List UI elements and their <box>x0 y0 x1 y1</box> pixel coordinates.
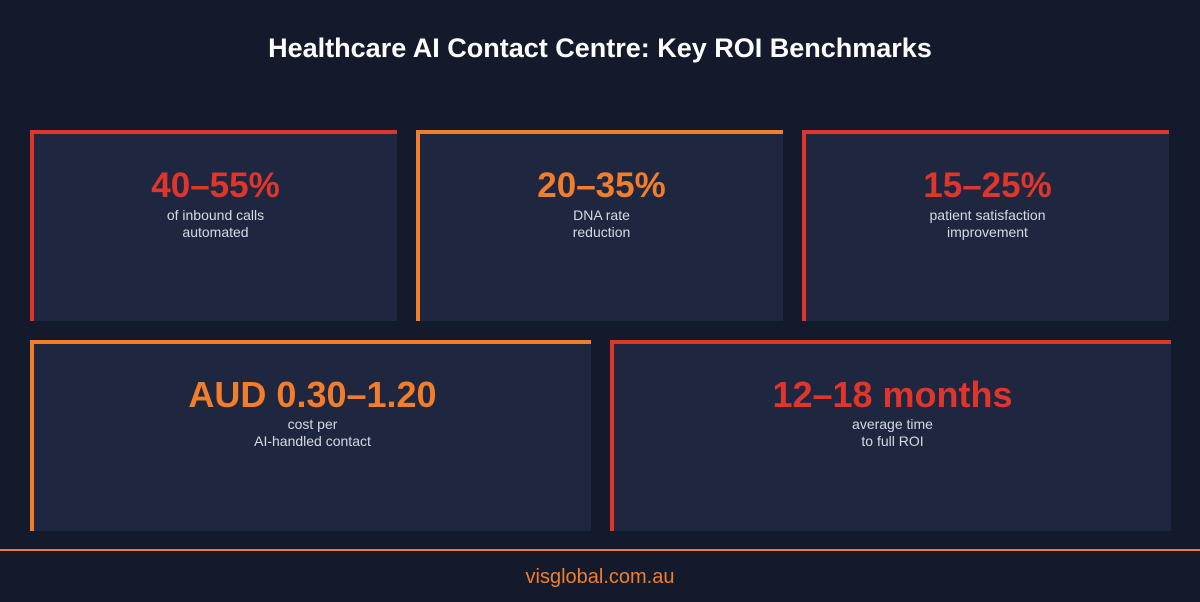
footer-divider <box>0 549 1200 551</box>
benchmark-card-time-to-roi: 12–18 months average time to full ROI <box>610 340 1171 531</box>
benchmark-value: 40–55% <box>151 166 280 205</box>
benchmark-value: 12–18 months <box>772 374 1013 415</box>
benchmark-card-dna-reduction: 20–35% DNA rate reduction <box>416 130 783 321</box>
page-title: Healthcare AI Contact Centre: Key ROI Be… <box>268 33 932 63</box>
benchmark-label-line2: to full ROI <box>861 433 924 449</box>
benchmark-value: 15–25% <box>923 166 1052 205</box>
benchmark-label-line2: reduction <box>572 224 631 240</box>
benchmark-label-line2: automated <box>182 224 249 240</box>
benchmark-label-line1: cost per <box>287 416 338 432</box>
footer-website-link[interactable]: visglobal.com.au <box>525 566 675 588</box>
benchmark-label-line1: patient satisfaction <box>929 207 1046 223</box>
benchmark-value: AUD 0.30–1.20 <box>188 374 437 415</box>
benchmark-card-satisfaction: 15–25% patient satisfaction improvement <box>802 130 1169 321</box>
benchmark-label-line2: AI-handled contact <box>254 433 371 449</box>
benchmark-label-line1: average time <box>852 416 933 432</box>
benchmark-card-cost-per-contact: AUD 0.30–1.20 cost per AI-handled contac… <box>30 340 591 531</box>
benchmark-value: 20–35% <box>537 166 666 205</box>
benchmark-label-line1: of inbound calls <box>166 207 265 223</box>
benchmark-label-line1: DNA rate <box>573 207 630 223</box>
benchmark-card-calls-automated: 40–55% of inbound calls automated <box>30 130 397 321</box>
benchmark-label-line2: improvement <box>947 224 1028 240</box>
